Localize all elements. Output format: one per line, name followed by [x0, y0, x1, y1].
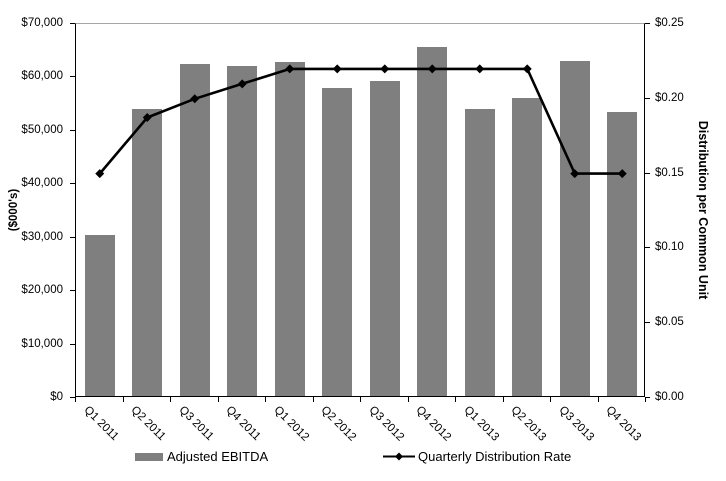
bar-q2-2011	[132, 109, 163, 396]
legend-item-quarterly-distribution-rate: Quarterly Distribution Rate	[383, 449, 571, 464]
diamond-marker-icon	[237, 79, 247, 89]
left-axis-tick	[70, 236, 75, 238]
x-axis-tick	[407, 397, 409, 402]
left-axis-tick-label: $20,000	[21, 284, 63, 297]
x-axis-tick	[645, 397, 646, 402]
right-axis-tick	[645, 23, 650, 24]
right-axis-tick-label: $0.25	[655, 17, 684, 29]
left-axis-tick-label: $10,000	[21, 337, 63, 350]
left-axis-tick	[70, 129, 75, 131]
bar-q2-2012	[322, 87, 353, 396]
x-axis-tick	[360, 397, 361, 402]
line-legend-swatch-icon	[383, 452, 415, 461]
left-axis-tick	[70, 343, 75, 345]
x-axis-tick	[265, 397, 266, 402]
bar-q4-2012	[417, 47, 448, 396]
left-axis-tick	[70, 397, 75, 398]
x-axis-tick	[502, 397, 504, 402]
x-axis-category-label: Q3 2012	[366, 404, 406, 444]
left-axis-tick	[70, 290, 75, 292]
right-axis-tick-label: $0.20	[655, 91, 684, 104]
bar-q1-2011	[84, 234, 115, 396]
diamond-marker-icon	[380, 64, 390, 74]
legend-label-quarterly-distribution-rate: Quarterly Distribution Rate	[418, 449, 572, 464]
left-axis: $70,000 $60,000 $50,000 $40,000 $30,000 $20,0…	[0, 17, 75, 403]
x-axis-tick	[455, 397, 456, 402]
right-axis-tick-label: $0.05	[655, 316, 684, 329]
x-axis-category-label: Q3 2013	[556, 404, 596, 444]
diamond-marker-icon	[332, 64, 342, 74]
x-axis-category-label: Q1 2011	[81, 404, 121, 444]
right-axis: $0.25 $0.20 $0.15 $0.10 $0.05 $0.00	[645, 17, 726, 403]
left-axis-tick-label: $50,000	[21, 123, 63, 136]
right-axis-tick-label: $0.10	[655, 241, 684, 254]
diamond-marker-icon	[427, 64, 437, 74]
bar-q2-2013	[512, 97, 543, 396]
bar-q3-2012	[369, 80, 400, 396]
diamond-marker-icon	[617, 169, 627, 179]
x-axis-category-label: Q1 2012	[271, 404, 311, 444]
legend-label-adjusted-ebitda: Adjusted EBITDA	[167, 449, 269, 464]
line-path	[98, 67, 623, 175]
x-axis-category-label: Q4 2011	[223, 404, 263, 444]
diamond-marker-icon	[475, 64, 485, 74]
left-axis-tick	[70, 23, 75, 24]
right-axis-tick	[645, 97, 650, 99]
x-axis-tick	[312, 397, 314, 402]
left-axis-tick-label: $40,000	[21, 177, 63, 190]
diamond-marker-icon	[190, 94, 200, 104]
diamond-marker-icon	[570, 169, 580, 179]
right-axis-tick-label: $0.15	[655, 166, 684, 179]
right-axis-tick	[645, 397, 650, 398]
bar-q3-2013	[559, 61, 590, 396]
x-axis-tick	[550, 397, 551, 402]
x-axis-category-label: Q2 2011	[128, 404, 168, 444]
right-axis-tick	[645, 322, 650, 324]
x-axis-category-label: Q3 2011	[176, 404, 216, 444]
left-axis-tick-label: $70,000	[21, 17, 63, 29]
x-axis-tick	[217, 397, 219, 402]
legend-item-adjusted-ebitda: Adjusted EBITDA	[135, 449, 268, 464]
left-axis-tick-label: $0	[50, 391, 63, 403]
x-axis-category-label: Q1 2013	[461, 404, 501, 444]
plot-area	[75, 23, 645, 397]
x-axis-tick	[122, 397, 124, 402]
bar-q4-2011	[227, 65, 258, 396]
bar-q4-2013	[607, 112, 638, 396]
x-axis-tick	[597, 397, 599, 402]
bar-q3-2011	[179, 63, 210, 396]
x-axis-tick	[170, 397, 171, 402]
right-axis-tick	[645, 172, 650, 174]
x-axis: Q1 2011 Q2 2011 Q3 2011 Q4 2011 Q1 2012 Q2 20…	[75, 397, 646, 457]
x-axis-category-label: Q2 2013	[508, 404, 549, 444]
left-axis-tick	[70, 183, 75, 185]
distribution-rate-line	[95, 64, 627, 179]
x-axis-category-label: Q2 2012	[318, 404, 359, 444]
x-axis-category-label: Q4 2012	[413, 404, 454, 444]
bar-q1-2012	[274, 61, 305, 396]
diamond-marker-icon	[142, 113, 152, 122]
x-axis-category-label: Q4 2013	[603, 404, 644, 444]
left-axis-tick	[70, 76, 75, 78]
right-axis-tick	[645, 247, 650, 249]
x-axis-tick	[75, 397, 76, 402]
diamond-marker-icon	[522, 64, 532, 74]
bar-legend-swatch-icon	[135, 452, 163, 461]
left-axis-tick-label: $60,000	[21, 70, 63, 83]
diamond-marker-icon	[95, 169, 105, 179]
bar-q1-2013	[464, 109, 495, 396]
left-axis-tick-label: $30,000	[21, 230, 63, 243]
diamond-marker-icon	[285, 64, 295, 74]
right-axis-tick-label: $0.00	[655, 391, 684, 403]
